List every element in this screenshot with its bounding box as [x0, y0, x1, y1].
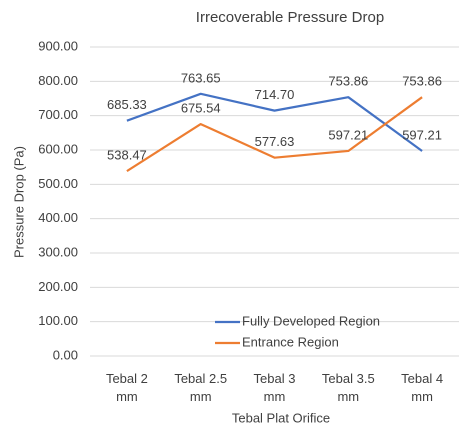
- y-tick-label: 800.00: [38, 73, 78, 88]
- y-tick-label: 600.00: [38, 141, 78, 156]
- x-tick-label: Tebal 3.5 mm: [322, 371, 375, 404]
- line-series: [126, 96, 423, 173]
- y-tick-label: 200.00: [38, 279, 78, 294]
- data-label: 597.21: [402, 127, 442, 142]
- x-tick-label: Tebal 2.5 mm: [174, 371, 227, 404]
- data-label: 597.21: [328, 127, 368, 142]
- chart-title: Irrecoverable Pressure Drop: [196, 9, 384, 26]
- data-label: 714.70: [255, 87, 295, 102]
- line-series: [126, 92, 423, 152]
- x-tick-label: Tebal 2 mm: [106, 371, 148, 404]
- y-tick-label: 900.00: [38, 38, 78, 53]
- y-tick-label: 300.00: [38, 244, 78, 259]
- legend-label: Entrance Region: [242, 334, 339, 349]
- y-tick-label: 400.00: [38, 210, 78, 225]
- y-tick-label: 0.00: [53, 347, 78, 362]
- data-label: 538.47: [107, 148, 147, 163]
- data-label: 763.65: [181, 70, 221, 85]
- data-label: 577.63: [255, 134, 295, 149]
- data-label: 675.54: [181, 101, 221, 116]
- x-tick-label: Tebal 3 mm: [254, 371, 296, 404]
- data-label: 753.86: [402, 74, 442, 89]
- y-axis-title: Pressure Drop (Pa): [11, 146, 26, 258]
- y-tick-label: 700.00: [38, 107, 78, 122]
- y-tick-label: 100.00: [38, 313, 78, 328]
- data-label: 685.33: [107, 97, 147, 112]
- data-label: 753.86: [328, 74, 368, 89]
- x-tick-label: Tebal 4 mm: [401, 371, 443, 404]
- x-axis-title: Tebal Plat Orifice: [232, 410, 330, 425]
- legend-label: Fully Developed Region: [242, 313, 380, 328]
- y-tick-label: 500.00: [38, 176, 78, 191]
